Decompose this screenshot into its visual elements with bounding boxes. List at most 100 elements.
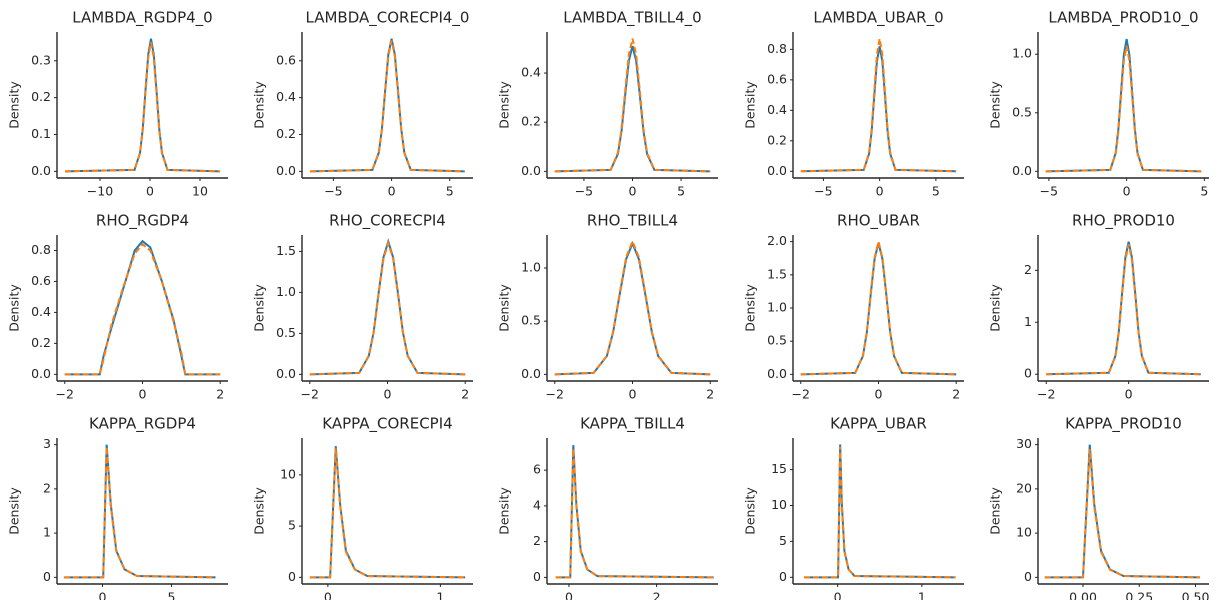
density-line xyxy=(1046,241,1201,376)
x-tick-label: 5 xyxy=(446,184,454,199)
y-tick-label: 0 xyxy=(1024,366,1032,381)
x-tick-label: 0 xyxy=(384,387,392,402)
y-tick-label: 0.4 xyxy=(31,304,51,319)
y-tick-label: 1 xyxy=(43,525,51,540)
density-line xyxy=(309,238,466,376)
subplot: RHO_RGDP4 Density 0.0 0.2 0.4 0.6 0.8 −2 0 2 xyxy=(7,212,228,402)
density-line xyxy=(309,448,466,579)
x-tick-label: 0 xyxy=(629,387,637,402)
y-tick-label: 6 xyxy=(533,462,541,477)
y-axis-label: Density xyxy=(7,487,22,535)
subplot: KAPPA_TBILL4 Density 0 2 4 6 0 2 xyxy=(497,415,718,600)
y-tick-label: 0.6 xyxy=(767,71,787,86)
density-line xyxy=(309,239,466,376)
density-line xyxy=(554,45,711,173)
density-line xyxy=(63,446,216,579)
x-tick-label: 5 xyxy=(167,590,175,600)
density-line xyxy=(1046,244,1201,376)
subplot-title: KAPPA_TBILL4 xyxy=(580,415,685,434)
x-tick-label: 2 xyxy=(216,387,224,402)
x-tick-label: 2 xyxy=(952,387,960,402)
y-tick-label: 0 xyxy=(43,569,51,584)
x-tick-label: −2 xyxy=(546,387,564,402)
y-tick-label: 0.0 xyxy=(276,366,296,381)
x-tick-label: 1 xyxy=(918,590,926,600)
x-tick-label: 0 xyxy=(629,184,637,199)
y-tick-label: 0.5 xyxy=(521,313,541,328)
subplot-title: RHO_UBAR xyxy=(837,212,920,231)
subplot-title: LAMBDA_PROD10_0 xyxy=(1048,9,1198,28)
y-axis-label: Density xyxy=(252,284,267,332)
y-tick-label: 0.2 xyxy=(521,114,541,129)
x-tick-label: 2 xyxy=(653,590,661,600)
y-tick-label: 0.1 xyxy=(31,126,51,141)
y-tick-label: 0.6 xyxy=(31,273,51,288)
y-tick-label: 5 xyxy=(779,533,787,548)
subplot-title: LAMBDA_RGDP4_0 xyxy=(72,9,212,28)
density-line xyxy=(1044,448,1201,579)
y-axis-label: Density xyxy=(497,81,512,129)
x-tick-label: 0 xyxy=(1123,184,1131,199)
y-tick-label: 1.5 xyxy=(276,243,296,258)
subplot-title: RHO_PROD10 xyxy=(1072,212,1175,231)
y-tick-label: 15 xyxy=(771,461,787,476)
subplot-title: KAPPA_RGDP4 xyxy=(89,415,196,434)
y-axis-label: Density xyxy=(988,284,1003,332)
y-axis-label: Density xyxy=(497,487,512,535)
density-line xyxy=(800,241,957,376)
y-tick-label: 0.8 xyxy=(31,242,51,257)
subplot: LAMBDA_UBAR_0 Density 0.0 0.2 0.4 0.6 0.8 −5 0 5 xyxy=(743,9,964,199)
x-tick-label: −5 xyxy=(575,184,593,199)
x-tick-label: 0.25 xyxy=(1125,590,1153,600)
subplot-title: KAPPA_CORECPI4 xyxy=(322,415,452,434)
subplot: LAMBDA_PROD10_0 Density 0.0 0.5 1.0 −5 0 5 xyxy=(988,9,1209,199)
y-tick-label: 1.5 xyxy=(767,266,787,281)
density-line xyxy=(803,446,956,579)
y-tick-label: 0.3 xyxy=(31,52,51,67)
x-tick-label: −2 xyxy=(56,387,74,402)
x-tick-label: 0 xyxy=(99,590,107,600)
y-tick-label: 0.0 xyxy=(521,366,541,381)
subplot-title: RHO_TBILL4 xyxy=(587,212,678,231)
subplot: LAMBDA_CORECPI4_0 Density 0.0 0.2 0.4 0.6 −5 0 5 xyxy=(252,9,473,199)
y-tick-label: 0.2 xyxy=(276,126,296,141)
density-line xyxy=(64,239,221,376)
y-tick-label: 0 xyxy=(533,569,541,584)
y-tick-label: 0.2 xyxy=(31,335,51,350)
y-tick-label: 0.0 xyxy=(31,163,51,178)
y-tick-label: 4 xyxy=(533,497,541,512)
y-tick-label: 0.0 xyxy=(521,163,541,178)
x-tick-label: 0 xyxy=(388,184,396,199)
y-tick-label: 0.0 xyxy=(31,366,51,381)
subplot-title: LAMBDA_UBAR_0 xyxy=(813,9,943,28)
density-line xyxy=(1045,45,1202,173)
density-line xyxy=(63,444,216,579)
subplot: RHO_PROD10 Density 0 1 2 −2 0 xyxy=(988,212,1209,402)
y-tick-label: 0.5 xyxy=(1012,104,1032,119)
x-tick-label: 0 xyxy=(139,387,147,402)
y-tick-label: 5 xyxy=(288,518,296,533)
y-tick-label: 0.0 xyxy=(276,163,296,178)
density-line xyxy=(555,445,714,579)
y-tick-label: 0.4 xyxy=(276,89,296,104)
x-tick-label: 0 xyxy=(876,184,884,199)
subplot: KAPPA_PROD10 Density 0 10 20 30 0.00 0.25 0.50 xyxy=(988,415,1210,600)
y-tick-label: 0 xyxy=(288,569,296,584)
density-line xyxy=(803,444,956,579)
density-line xyxy=(64,38,221,173)
subplot: RHO_TBILL4 Density 0.0 0.5 1.0 −2 0 2 xyxy=(497,212,718,402)
y-axis-label: Density xyxy=(988,81,1003,129)
subplot: RHO_CORECPI4 Density 0.0 0.5 1.0 1.5 −2 0 2 xyxy=(252,212,473,402)
y-tick-label: 0.5 xyxy=(276,325,296,340)
subplot-title: KAPPA_UBAR xyxy=(830,415,927,434)
y-tick-label: 1.0 xyxy=(767,300,787,315)
x-tick-label: −10 xyxy=(87,184,113,199)
y-tick-label: 2.0 xyxy=(767,233,787,248)
density-line xyxy=(800,46,957,173)
x-tick-label: 1 xyxy=(436,590,444,600)
density-line xyxy=(554,240,711,376)
subplot-title: RHO_RGDP4 xyxy=(96,212,189,231)
subplot: LAMBDA_RGDP4_0 Density 0.0 0.1 0.2 0.3 −10 0 10 xyxy=(7,9,228,199)
y-tick-label: 2 xyxy=(1024,262,1032,277)
